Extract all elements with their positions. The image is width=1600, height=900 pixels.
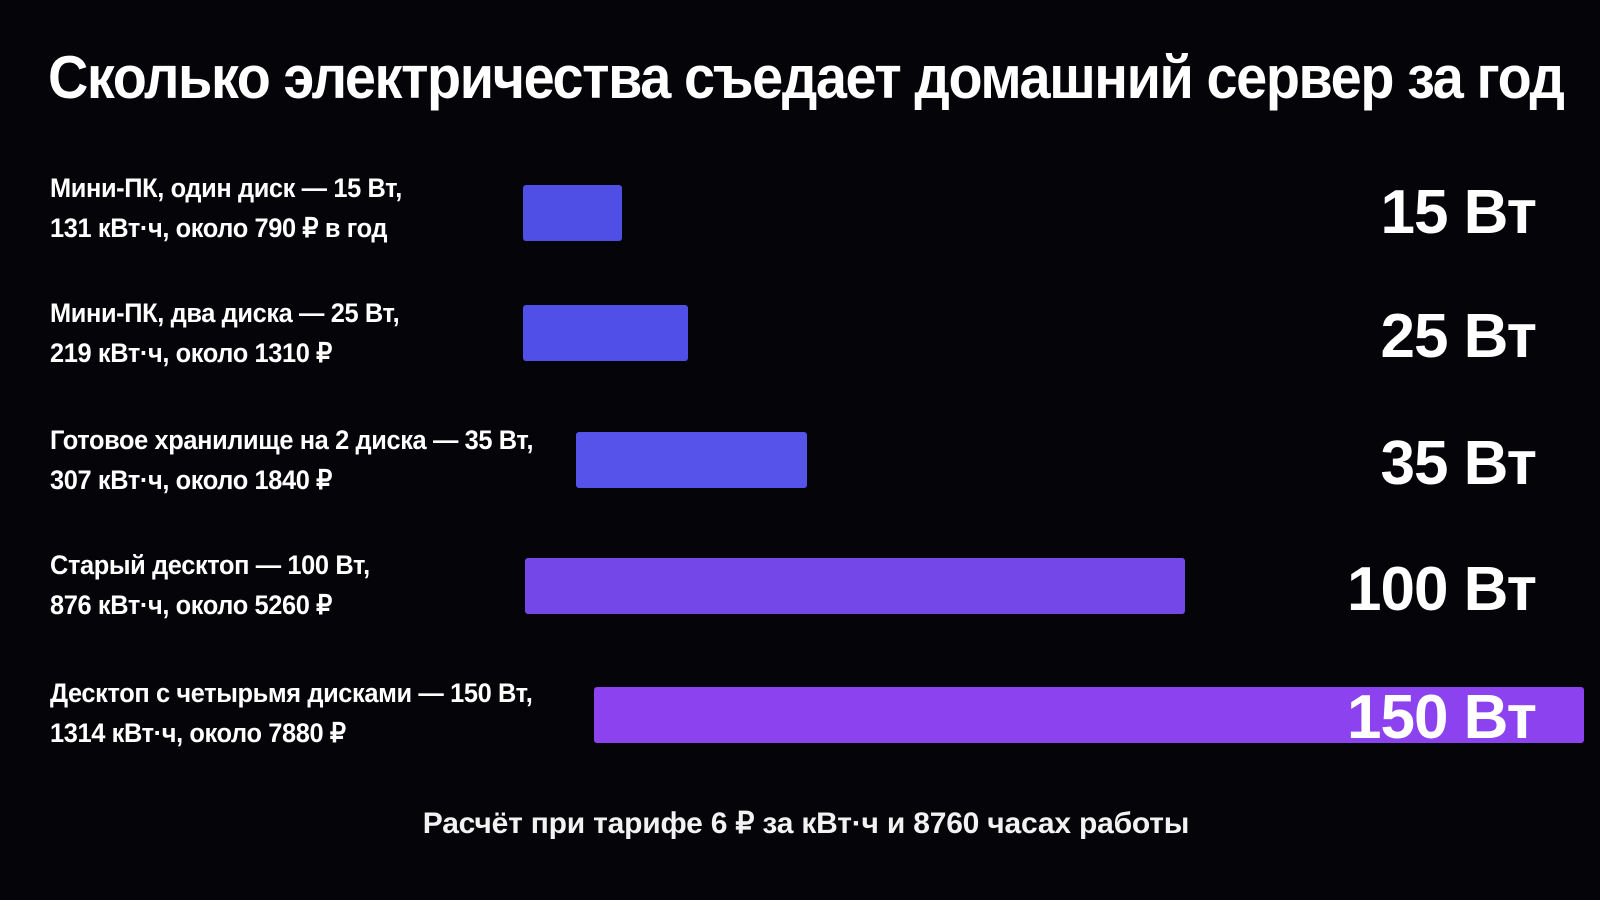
bar-value-label: 150 Вт xyxy=(1347,683,1537,752)
bar-label-line2: 219 кВт·ч, около 1310 ₽ xyxy=(50,338,332,368)
bar xyxy=(523,305,688,361)
bar-value-label: 35 Вт xyxy=(1380,429,1537,498)
bar-label-line1: Десктоп с четырьмя дисками — 150 Вт, xyxy=(50,678,533,708)
bar-label-line1: Готовое хранилище на 2 диска — 35 Вт, xyxy=(50,425,534,455)
bar-label-line2: 307 кВт·ч, около 1840 ₽ xyxy=(50,465,332,495)
chart-footnote: Расчёт при тарифе 6 ₽ за кВт·ч и 8760 ча… xyxy=(422,807,1190,840)
bar-label: Мини-ПК, два диска — 25 Вт, 219 кВт·ч, ок… xyxy=(50,293,576,373)
bar-label: Старый десктоп — 100 Вт, 876 кВт·ч, около… xyxy=(50,545,576,625)
bar-label-line1: Мини-ПК, два диска — 25 Вт, xyxy=(50,298,400,328)
bar-label-line2: 131 кВт·ч, около 790 ₽ в год xyxy=(50,213,388,243)
bar-label-line1: Мини-ПК, один диск — 15 Вт, xyxy=(50,173,402,203)
chart-title: Сколько электричества съедает домашний с… xyxy=(48,44,1565,111)
bar-label-line2: 1314 кВт·ч, около 7880 ₽ xyxy=(50,718,346,748)
bar xyxy=(594,687,1584,743)
bar xyxy=(525,558,1185,614)
bar xyxy=(523,185,622,241)
bar-value-label: 25 Вт xyxy=(1380,302,1537,371)
bar-label: Мини-ПК, один диск — 15 Вт, 131 кВт·ч, ок… xyxy=(50,168,576,248)
bar-label: Десктоп с четырьмя дисками — 150 Вт, 1314… xyxy=(50,673,576,753)
bar-label-line1: Старый десктоп — 100 Вт, xyxy=(50,550,370,580)
bar-value-label: 15 Вт xyxy=(1380,178,1537,247)
bar-value-label: 100 Вт xyxy=(1347,555,1537,624)
bar xyxy=(576,432,807,488)
bar-label-line2: 876 кВт·ч, около 5260 ₽ xyxy=(50,590,332,620)
bar-label: Готовое хранилище на 2 диска — 35 Вт, 307… xyxy=(50,420,576,500)
